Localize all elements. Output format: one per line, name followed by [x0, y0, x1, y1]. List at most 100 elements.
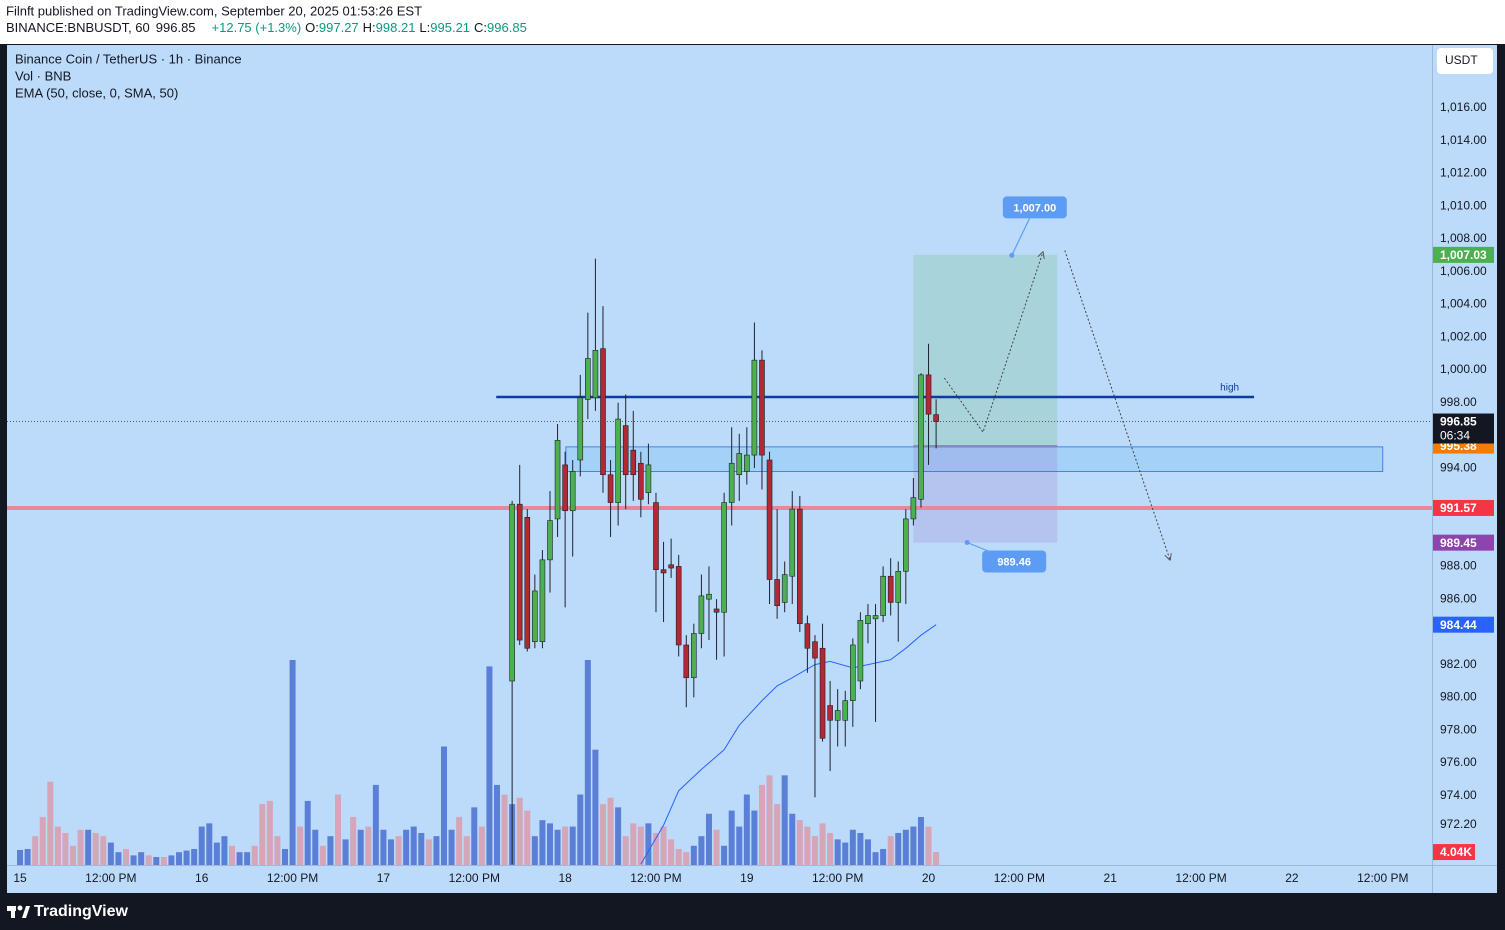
- candle-body: [668, 564, 674, 569]
- x-tick-label: 12:00 PM: [994, 871, 1045, 885]
- volume-bar: [176, 852, 183, 865]
- header-band: [0, 0, 1505, 44]
- x-tick-label: 12:00 PM: [812, 871, 863, 885]
- candle-body: [880, 575, 886, 616]
- ema-label: 984.44: [1440, 618, 1477, 632]
- candle-body: [744, 454, 750, 472]
- volume-bar: [842, 842, 849, 865]
- candle-body: [516, 503, 523, 641]
- volume-bar: [335, 794, 342, 865]
- volume-bar: [357, 829, 364, 865]
- volume-bar: [872, 852, 879, 865]
- bubble-anchor: [1009, 252, 1015, 258]
- candle-body: [819, 647, 826, 739]
- volume-bar: [244, 852, 251, 865]
- volume-bar: [880, 848, 887, 865]
- bubble-box: [982, 550, 1047, 573]
- h-value: 998.21: [376, 20, 416, 35]
- volume-bar: [493, 784, 500, 865]
- candle-body: [925, 374, 932, 415]
- volume-bar: [751, 810, 758, 865]
- volume-bar: [92, 832, 99, 865]
- volume-bar: [705, 813, 712, 865]
- volume-bar: [168, 855, 175, 865]
- candle-body: [691, 633, 697, 679]
- candle-body: [539, 559, 546, 643]
- c-value: 996.85: [487, 20, 527, 35]
- volume-bar: [206, 823, 213, 865]
- x-tick-label: 21: [1104, 871, 1118, 885]
- volume-label-box: [1433, 844, 1475, 861]
- x-tick-label: 16: [195, 871, 209, 885]
- volume-bar: [327, 836, 334, 865]
- volume-label: 4.04K: [1440, 845, 1472, 859]
- y-tick-label: 986.00: [1440, 591, 1477, 605]
- candle-body: [842, 700, 849, 721]
- volume-bar: [440, 746, 447, 865]
- volume-bar: [524, 810, 531, 865]
- volume-bar: [637, 826, 644, 865]
- volume-bar: [138, 852, 145, 865]
- candle-body: [660, 569, 667, 574]
- y-tick-label: 1,000.00: [1440, 362, 1487, 376]
- brand: TradingView: [34, 903, 129, 920]
- volume-bar: [864, 839, 871, 865]
- y-tick-label: 1,006.00: [1440, 264, 1487, 278]
- volume-bar: [221, 836, 228, 865]
- volume-bar: [781, 775, 788, 865]
- x-tick-label: 17: [377, 871, 391, 885]
- volume-bar: [721, 845, 728, 865]
- y-tick-label: 988.00: [1440, 559, 1477, 573]
- candle-body: [774, 579, 780, 606]
- currency-box[interactable]: [1437, 48, 1493, 74]
- candle-body: [751, 359, 758, 456]
- currency: USDT: [1445, 53, 1478, 67]
- volume-bar: [478, 826, 485, 865]
- x-tick-label: 22: [1285, 871, 1299, 885]
- position-stop: [913, 445, 1058, 543]
- volume-bar: [531, 836, 538, 865]
- volume-bar: [895, 832, 902, 865]
- candle-body: [653, 502, 659, 570]
- candle-body: [910, 497, 917, 520]
- x-tick-label: 12:00 PM: [1357, 871, 1408, 885]
- volume-bar: [198, 826, 205, 865]
- volume-bar: [319, 845, 326, 865]
- candle-body: [622, 425, 629, 476]
- last-price-box: [1433, 413, 1494, 444]
- volume-bar: [660, 826, 667, 865]
- volume-bar: [607, 797, 614, 865]
- candle-body: [675, 566, 682, 646]
- candle-body: [781, 574, 788, 603]
- volume-bar: [925, 826, 932, 865]
- volume-bar: [516, 797, 523, 865]
- x-tick-label: 12:00 PM: [85, 871, 136, 885]
- candle-body: [683, 644, 690, 679]
- candle-body: [827, 705, 833, 721]
- bubble-anchor: [964, 540, 970, 546]
- x-tick-label: 18: [558, 871, 572, 885]
- candle-body: [736, 453, 743, 476]
- last-price: 996.85: [156, 20, 196, 35]
- volume-bar: [259, 804, 266, 865]
- candle-body: [592, 350, 599, 399]
- candle-body: [728, 462, 735, 503]
- candle-body: [532, 590, 538, 643]
- candle-body: [766, 459, 773, 580]
- volume-bar: [933, 852, 940, 865]
- y-tick-label: 1,014.00: [1440, 133, 1487, 147]
- volume-bar: [387, 839, 394, 865]
- projection-path: [943, 252, 1043, 434]
- volume-bar: [365, 826, 372, 865]
- h-label: H:: [363, 20, 376, 35]
- volume-bar: [77, 829, 84, 865]
- x-tick-label: 20: [922, 871, 936, 885]
- volume-bar: [796, 820, 803, 865]
- stop-label: 989.45: [1440, 536, 1477, 550]
- y-tick-label: 980.00: [1440, 690, 1477, 704]
- volume-bar: [85, 829, 92, 865]
- volume-bar: [32, 836, 39, 865]
- y-tick-label: 1,002.00: [1440, 329, 1487, 343]
- legend-title: Binance Coin / TetherUS · 1h · Binance: [15, 51, 242, 66]
